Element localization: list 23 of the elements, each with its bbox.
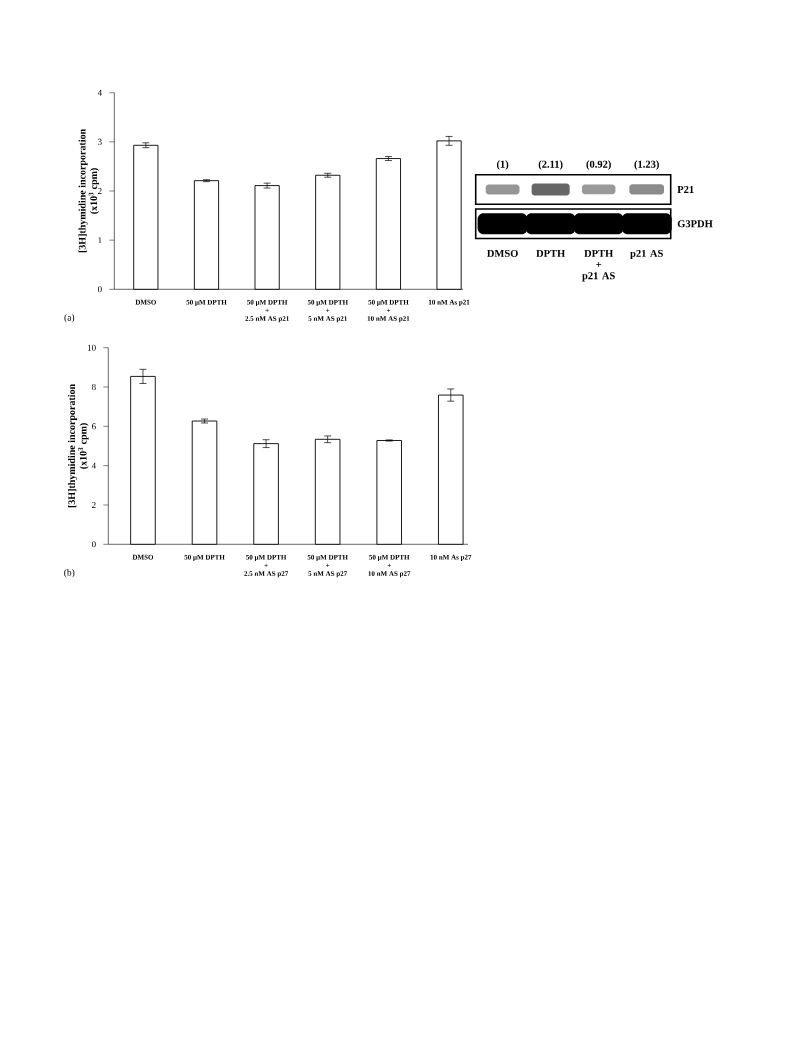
y-tick-label: 3 (98, 138, 102, 145)
data-label: (1) (496, 160, 509, 170)
y-tick-label: 4 (91, 462, 96, 469)
y-tick-label: 4 (97, 89, 102, 96)
y-tick-label: 0 (91, 541, 96, 548)
y-tick-label: 2 (97, 188, 102, 194)
category-label: G3PDH (677, 220, 713, 228)
y-tick-label: 2 (91, 502, 96, 508)
y-tick-label: 1 (98, 237, 102, 244)
category-label: DPTH + p21 AS (582, 249, 615, 282)
data-label: (1.23) (634, 160, 659, 170)
category-label: DMSO (487, 249, 518, 257)
category-label: p21 AS (630, 249, 663, 260)
text: (a) (64, 313, 75, 323)
category-label: P21 (677, 185, 694, 193)
y-tick-label: 0 (97, 286, 102, 293)
data-label: (2.11) (538, 160, 563, 170)
category-label: DPTH (536, 249, 566, 257)
data-label: (0.92) (586, 160, 611, 170)
y-tick-label: 8 (91, 383, 96, 391)
text: (b) (64, 568, 75, 578)
y-tick-label: 10 (87, 344, 96, 351)
y-tick-label: 6 (91, 423, 96, 430)
